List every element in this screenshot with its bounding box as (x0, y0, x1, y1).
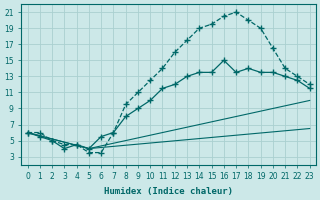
X-axis label: Humidex (Indice chaleur): Humidex (Indice chaleur) (104, 187, 233, 196)
